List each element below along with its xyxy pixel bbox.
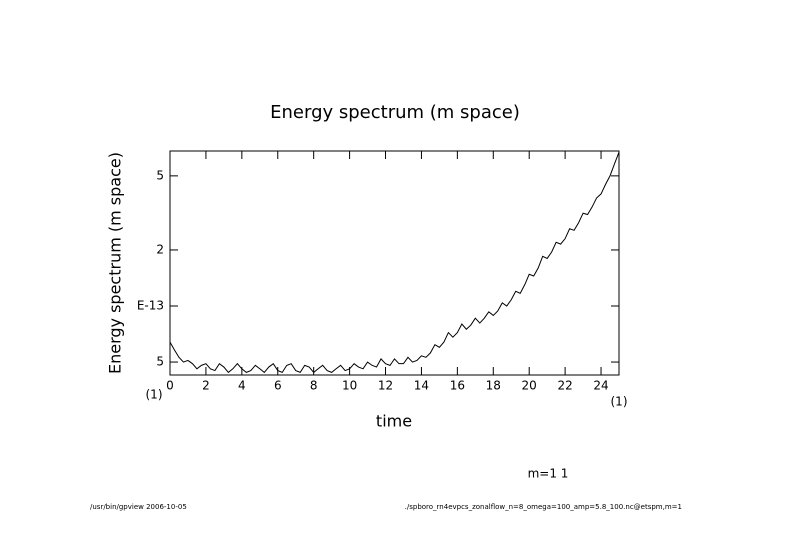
- x-tick-label: 6: [274, 379, 282, 393]
- x-tick-label: 20: [522, 379, 537, 393]
- y-tick-label: E-13: [137, 299, 164, 313]
- plot-frame: [169, 150, 620, 376]
- chart-title: Energy spectrum (m space): [270, 102, 520, 123]
- annotation: m=1 1: [528, 467, 569, 481]
- y-tick-label: 2: [156, 242, 164, 256]
- x-tick-label: 2: [202, 379, 210, 393]
- x-tick-label: 16: [450, 379, 465, 393]
- x-tick-label: 22: [557, 379, 572, 393]
- x-tick-label: 18: [486, 379, 501, 393]
- x-tick-label: 4: [238, 379, 246, 393]
- x-tick-label: 8: [310, 379, 318, 393]
- x-tick-label: 24: [593, 379, 608, 393]
- x-axis-note: (1): [146, 388, 163, 402]
- data-line: [169, 152, 620, 374]
- x-tick-label: 0: [166, 379, 174, 393]
- y-tick-label: 5: [156, 355, 164, 369]
- y-axis-label: Energy spectrum (m space): [106, 152, 125, 374]
- footer-left: /usr/bin/gpview 2006-10-05: [90, 503, 187, 511]
- x-tick-label: 10: [342, 379, 357, 393]
- x-tick-label: 14: [414, 379, 429, 393]
- x-axis-label: time: [376, 412, 412, 431]
- y-tick-label: 5: [156, 168, 164, 182]
- footer-right: ./spboro_rn4evpcs_zonalflow_n=8_omega=10…: [405, 503, 682, 511]
- x-tick-label: 12: [378, 379, 393, 393]
- x-axis-note-end: (1): [611, 395, 628, 409]
